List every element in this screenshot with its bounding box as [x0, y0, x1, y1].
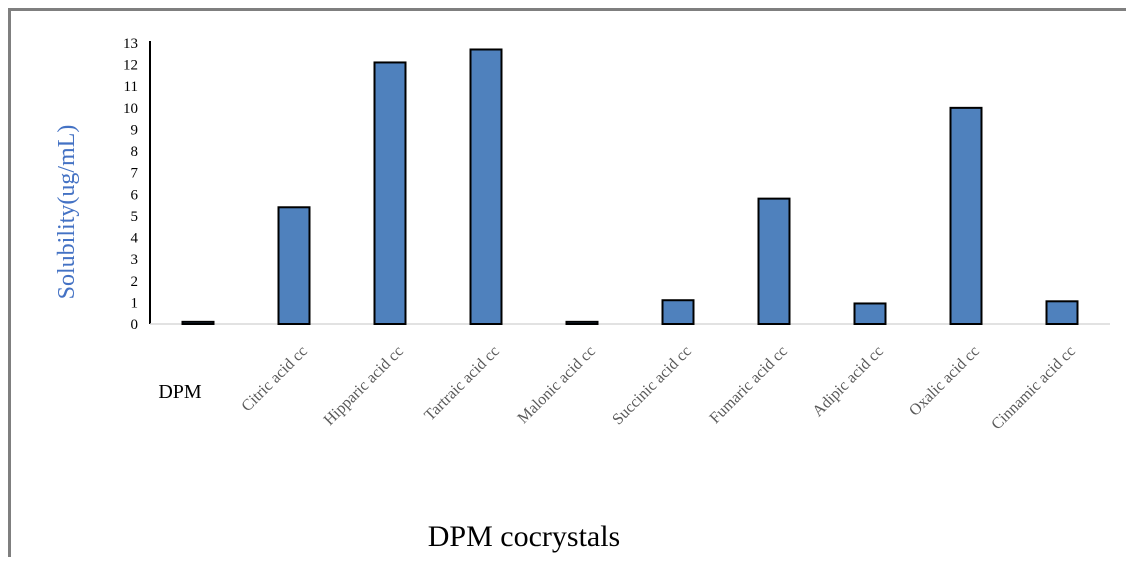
y-tick-label: 2 [131, 274, 139, 290]
y-tick-label: 1 [131, 295, 139, 311]
x-category-label: Cinnamic acid cc [988, 343, 1079, 434]
y-tick-label: 4 [131, 231, 139, 247]
y-tick-label: 0 [131, 317, 139, 333]
y-tick-label: 11 [124, 79, 138, 95]
bar [757, 197, 791, 325]
x-category-label: Oxalic acid cc [906, 343, 983, 420]
y-tick-label: 12 [123, 58, 138, 74]
y-tick-label: 6 [131, 187, 139, 203]
y-tick-label: 3 [131, 252, 139, 268]
x-category-label: Hipparic acid cc [321, 343, 407, 429]
bar [373, 61, 407, 325]
x-axis-label: DPM cocrystals [428, 520, 620, 553]
bar [949, 106, 983, 325]
x-category-label: Tartraic acid cc [421, 343, 503, 425]
y-tick-label: 10 [123, 101, 138, 117]
y-tick-label: 13 [123, 36, 138, 52]
y-tick-label: 5 [131, 209, 139, 225]
y-tick-label: 7 [131, 166, 139, 182]
y-tick-label: 9 [131, 122, 139, 138]
y-tick-label: 8 [131, 144, 139, 160]
bar [277, 206, 311, 325]
x-category-label: DPM [158, 381, 202, 403]
x-category-label: Adipic acid cc [809, 343, 886, 420]
x-category-label: Fumaric acid cc [707, 343, 791, 427]
bar [565, 320, 599, 326]
x-category-label: Succinic acid cc [609, 343, 695, 429]
x-category-label: Malonic acid cc [515, 343, 599, 427]
x-axis-category-labels: DPM Citric acid cc Hipparic acid cc Tartrai… [158, 343, 1079, 434]
bar [853, 302, 887, 326]
y-axis-label: Solubility(ug/mL) [54, 125, 80, 300]
x-category-label: Citric acid cc [238, 343, 310, 415]
bar [181, 320, 215, 326]
bar [469, 48, 503, 325]
chart-frame [8, 8, 1126, 557]
bar [1045, 300, 1079, 325]
bars [181, 48, 1079, 326]
bar [661, 299, 695, 326]
